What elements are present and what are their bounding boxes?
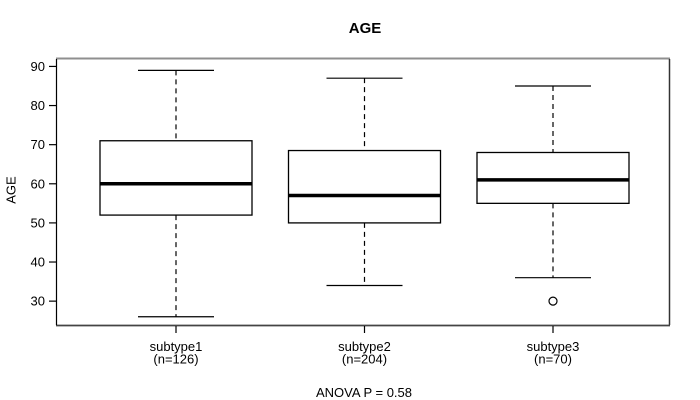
y-tick-label: 60 [31, 176, 45, 191]
anova-footnote: ANOVA P = 0.58 [316, 385, 412, 400]
iqr-box [287, 149, 442, 224]
iqr-box [99, 140, 253, 216]
y-tick-label: 90 [31, 59, 45, 74]
group-label: subtype2 [338, 339, 391, 354]
y-tick-label: 80 [31, 98, 45, 113]
y-tick-label: 30 [31, 294, 45, 309]
y-tick-label: 40 [31, 255, 45, 270]
y-tick-label: 70 [31, 137, 45, 152]
group-sublabel: (n=126) [153, 352, 198, 367]
group-sublabel: (n=204) [342, 352, 387, 367]
outlier-point [548, 296, 558, 306]
y-tick-label: 50 [31, 215, 45, 230]
group-label: subtype3 [527, 339, 580, 354]
chart-title: AGE [348, 20, 382, 37]
group-label: subtype1 [150, 339, 203, 354]
group-sublabel: (n=70) [534, 352, 572, 367]
iqr-box [476, 151, 630, 204]
